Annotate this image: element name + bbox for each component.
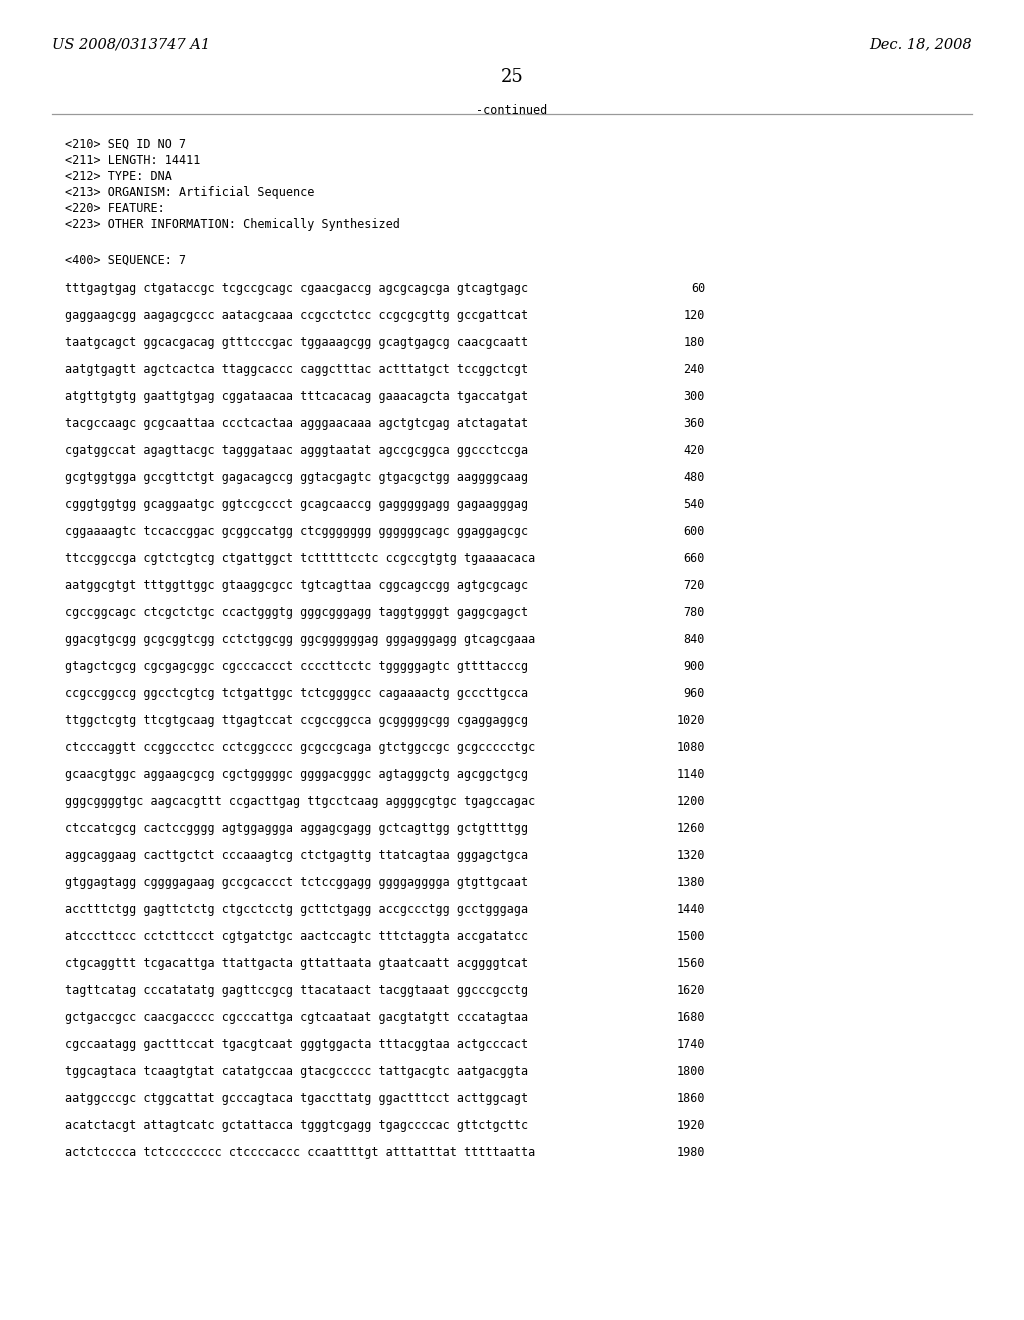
- Text: Dec. 18, 2008: Dec. 18, 2008: [869, 37, 972, 51]
- Text: atcccttccc cctcttccct cgtgatctgc aactccagtc tttctaggta accgatatcc: atcccttccc cctcttccct cgtgatctgc aactcca…: [65, 931, 528, 942]
- Text: 1560: 1560: [677, 957, 705, 970]
- Text: <213> ORGANISM: Artificial Sequence: <213> ORGANISM: Artificial Sequence: [65, 186, 314, 199]
- Text: aatgtgagtt agctcactca ttaggcaccc caggctttac actttatgct tccggctcgt: aatgtgagtt agctcactca ttaggcaccc caggctt…: [65, 363, 528, 376]
- Text: gtggagtagg cggggagaag gccgcaccct tctccggagg ggggagggga gtgttgcaat: gtggagtagg cggggagaag gccgcaccct tctccgg…: [65, 876, 528, 888]
- Text: acctttctgg gagttctctg ctgcctcctg gcttctgagg accgccctgg gcctgggaga: acctttctgg gagttctctg ctgcctcctg gcttctg…: [65, 903, 528, 916]
- Text: 1980: 1980: [677, 1146, 705, 1159]
- Text: 720: 720: [684, 579, 705, 591]
- Text: tagttcatag cccatatatg gagttccgcg ttacataact tacggtaaat ggcccgcctg: tagttcatag cccatatatg gagttccgcg ttacata…: [65, 983, 528, 997]
- Text: ctcccaggtt ccggccctcc cctcggcccc gcgccgcaga gtctggccgc gcgccccctgc: ctcccaggtt ccggccctcc cctcggcccc gcgccgc…: [65, 741, 536, 754]
- Text: 1080: 1080: [677, 741, 705, 754]
- Text: -continued: -continued: [476, 104, 548, 117]
- Text: 1920: 1920: [677, 1119, 705, 1133]
- Text: 1200: 1200: [677, 795, 705, 808]
- Text: actctcccca tctcccccccc ctccccaccc ccaattttgt atttatttat tttttaatta: actctcccca tctcccccccc ctccccaccc ccaatt…: [65, 1146, 536, 1159]
- Text: 1320: 1320: [677, 849, 705, 862]
- Text: cgatggccat agagttacgc tagggataac agggtaatat agccgcggca ggccctccga: cgatggccat agagttacgc tagggataac agggtaa…: [65, 444, 528, 457]
- Text: gcaacgtggc aggaagcgcg cgctgggggc ggggacgggc agtagggctg agcggctgcg: gcaacgtggc aggaagcgcg cgctgggggc ggggacg…: [65, 768, 528, 781]
- Text: 1800: 1800: [677, 1065, 705, 1078]
- Text: 1020: 1020: [677, 714, 705, 727]
- Text: aatggcgtgt tttggttggc gtaaggcgcc tgtcagttaa cggcagccgg agtgcgcagc: aatggcgtgt tttggttggc gtaaggcgcc tgtcagt…: [65, 579, 528, 591]
- Text: <400> SEQUENCE: 7: <400> SEQUENCE: 7: [65, 253, 186, 267]
- Text: 1860: 1860: [677, 1092, 705, 1105]
- Text: gggcggggtgc aagcacgttt ccgacttgag ttgcctcaag aggggcgtgc tgagccagac: gggcggggtgc aagcacgttt ccgacttgag ttgcct…: [65, 795, 536, 808]
- Text: ccgccggccg ggcctcgtcg tctgattggc tctcggggcc cagaaaactg gcccttgcca: ccgccggccg ggcctcgtcg tctgattggc tctcggg…: [65, 686, 528, 700]
- Text: <212> TYPE: DNA: <212> TYPE: DNA: [65, 170, 172, 183]
- Text: ctccatcgcg cactccgggg agtggaggga aggagcgagg gctcagttgg gctgttttgg: ctccatcgcg cactccgggg agtggaggga aggagcg…: [65, 822, 528, 836]
- Text: 960: 960: [684, 686, 705, 700]
- Text: 600: 600: [684, 525, 705, 539]
- Text: <220> FEATURE:: <220> FEATURE:: [65, 202, 165, 215]
- Text: 660: 660: [684, 552, 705, 565]
- Text: ttccggccga cgtctcgtcg ctgattggct tctttttcctc ccgccgtgtg tgaaaacaca: ttccggccga cgtctcgtcg ctgattggct tcttttt…: [65, 552, 536, 565]
- Text: cggaaaagtc tccaccggac gcggccatgg ctcggggggg ggggggcagc ggaggagcgc: cggaaaagtc tccaccggac gcggccatgg ctcgggg…: [65, 525, 528, 539]
- Text: 60: 60: [691, 282, 705, 294]
- Text: gcgtggtgga gccgttctgt gagacagccg ggtacgagtc gtgacgctgg aaggggcaag: gcgtggtgga gccgttctgt gagacagccg ggtacga…: [65, 471, 528, 484]
- Text: ttggctcgtg ttcgtgcaag ttgagtccat ccgccggcca gcgggggcgg cgaggaggcg: ttggctcgtg ttcgtgcaag ttgagtccat ccgccgg…: [65, 714, 528, 727]
- Text: 360: 360: [684, 417, 705, 430]
- Text: 900: 900: [684, 660, 705, 673]
- Text: taatgcagct ggcacgacag gtttcccgac tggaaagcgg gcagtgagcg caacgcaatt: taatgcagct ggcacgacag gtttcccgac tggaaag…: [65, 337, 528, 348]
- Text: 1260: 1260: [677, 822, 705, 836]
- Text: 840: 840: [684, 634, 705, 645]
- Text: 1620: 1620: [677, 983, 705, 997]
- Text: gtagctcgcg cgcgagcggc cgcccaccct ccccttcctc tgggggagtc gttttacccg: gtagctcgcg cgcgagcggc cgcccaccct ccccttc…: [65, 660, 528, 673]
- Text: 120: 120: [684, 309, 705, 322]
- Text: 1440: 1440: [677, 903, 705, 916]
- Text: acatctacgt attagtcatc gctattacca tgggtcgagg tgagccccac gttctgcttc: acatctacgt attagtcatc gctattacca tgggtcg…: [65, 1119, 528, 1133]
- Text: ctgcaggttt tcgacattga ttattgacta gttattaata gtaatcaatt acggggtcat: ctgcaggttt tcgacattga ttattgacta gttatta…: [65, 957, 528, 970]
- Text: atgttgtgtg gaattgtgag cggataacaa tttcacacag gaaacagcta tgaccatgat: atgttgtgtg gaattgtgag cggataacaa tttcaca…: [65, 389, 528, 403]
- Text: <210> SEQ ID NO 7: <210> SEQ ID NO 7: [65, 139, 186, 150]
- Text: 1380: 1380: [677, 876, 705, 888]
- Text: 1680: 1680: [677, 1011, 705, 1024]
- Text: 480: 480: [684, 471, 705, 484]
- Text: aatggcccgc ctggcattat gcccagtaca tgaccttatg ggactttcct acttggcagt: aatggcccgc ctggcattat gcccagtaca tgacctt…: [65, 1092, 528, 1105]
- Text: 1500: 1500: [677, 931, 705, 942]
- Text: gctgaccgcc caacgacccc cgcccattga cgtcaataat gacgtatgtt cccatagtaa: gctgaccgcc caacgacccc cgcccattga cgtcaat…: [65, 1011, 528, 1024]
- Text: gaggaagcgg aagagcgccc aatacgcaaa ccgcctctcc ccgcgcgttg gccgattcat: gaggaagcgg aagagcgccc aatacgcaaa ccgcctc…: [65, 309, 528, 322]
- Text: 1740: 1740: [677, 1038, 705, 1051]
- Text: tacgccaagc gcgcaattaa ccctcactaa agggaacaaa agctgtcgag atctagatat: tacgccaagc gcgcaattaa ccctcactaa agggaac…: [65, 417, 528, 430]
- Text: <223> OTHER INFORMATION: Chemically Synthesized: <223> OTHER INFORMATION: Chemically Synt…: [65, 218, 400, 231]
- Text: tttgagtgag ctgataccgc tcgccgcagc cgaacgaccg agcgcagcga gtcagtgagc: tttgagtgag ctgataccgc tcgccgcagc cgaacga…: [65, 282, 528, 294]
- Text: ggacgtgcgg gcgcggtcgg cctctggcgg ggcggggggag gggagggagg gtcagcgaaa: ggacgtgcgg gcgcggtcgg cctctggcgg ggcgggg…: [65, 634, 536, 645]
- Text: 300: 300: [684, 389, 705, 403]
- Text: 780: 780: [684, 606, 705, 619]
- Text: 180: 180: [684, 337, 705, 348]
- Text: 1140: 1140: [677, 768, 705, 781]
- Text: cgccggcagc ctcgctctgc ccactgggtg gggcgggagg taggtggggt gaggcgagct: cgccggcagc ctcgctctgc ccactgggtg gggcggg…: [65, 606, 528, 619]
- Text: tggcagtaca tcaagtgtat catatgccaa gtacgccccc tattgacgtc aatgacggta: tggcagtaca tcaagtgtat catatgccaa gtacgcc…: [65, 1065, 528, 1078]
- Text: cgccaatagg gactttccat tgacgtcaat gggtggacta tttacggtaa actgcccact: cgccaatagg gactttccat tgacgtcaat gggtgga…: [65, 1038, 528, 1051]
- Text: 420: 420: [684, 444, 705, 457]
- Text: <211> LENGTH: 14411: <211> LENGTH: 14411: [65, 154, 201, 168]
- Text: US 2008/0313747 A1: US 2008/0313747 A1: [52, 37, 210, 51]
- Text: cgggtggtgg gcaggaatgc ggtccgccct gcagcaaccg gagggggagg gagaagggag: cgggtggtgg gcaggaatgc ggtccgccct gcagcaa…: [65, 498, 528, 511]
- Text: 240: 240: [684, 363, 705, 376]
- Text: aggcaggaag cacttgctct cccaaagtcg ctctgagttg ttatcagtaa gggagctgca: aggcaggaag cacttgctct cccaaagtcg ctctgag…: [65, 849, 528, 862]
- Text: 540: 540: [684, 498, 705, 511]
- Text: 25: 25: [501, 69, 523, 86]
